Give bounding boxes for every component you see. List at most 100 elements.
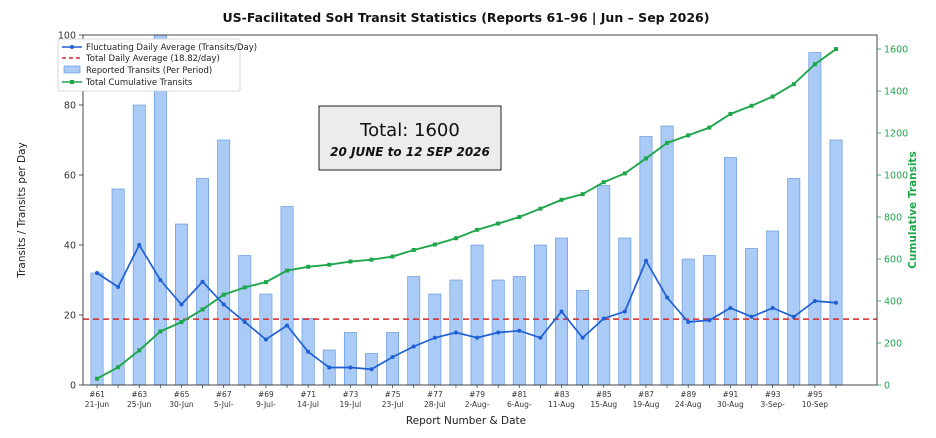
daily-average-point-report-83 xyxy=(559,309,564,314)
y-axis-label: Transits / Transits per Day xyxy=(16,142,28,279)
cumulative-point-report-69 xyxy=(263,280,268,285)
legend-swatch-reported xyxy=(63,65,81,74)
cumulative-point-report-85 xyxy=(601,180,606,185)
bar-report-61 xyxy=(90,272,104,386)
cumulative-point-report-79 xyxy=(475,227,480,232)
cumulative-point-report-63 xyxy=(137,348,142,353)
daily-average-point-report-88 xyxy=(665,295,670,300)
legend-marker-daily-average xyxy=(70,45,74,49)
daily-average-point-report-67 xyxy=(221,302,226,307)
cumulative-point-report-61 xyxy=(95,376,99,381)
y2-tick-label-1400: 1400 xyxy=(884,87,908,98)
legend-label-daily-average: Fluctuating Daily Average (Transits/Day) xyxy=(86,43,257,53)
x-tick-date-report-81: 6-Aug- xyxy=(507,400,532,409)
daily-average-point-report-95 xyxy=(812,299,817,303)
bar-report-95 xyxy=(808,52,822,386)
cumulative-point-report-96 xyxy=(834,47,838,52)
y2-tick-label-400: 400 xyxy=(884,297,902,308)
plot-frame xyxy=(82,34,878,386)
daily-average-point-report-77 xyxy=(432,335,437,340)
legend-label-cumulative: Total Cumulative Transits xyxy=(85,78,193,88)
daily-average-point-report-91 xyxy=(728,306,733,310)
y-tick-label-60: 60 xyxy=(64,171,76,182)
cumulative-point-report-91 xyxy=(728,111,733,116)
x-tick-number-report-85: #85 xyxy=(596,390,612,399)
x-tick-number-report-91: #91 xyxy=(723,390,739,399)
x-tick-number-report-67: #67 xyxy=(216,390,232,399)
daily-average-point-report-87 xyxy=(643,258,648,263)
x-tick-date-report-65: 30-Jun xyxy=(169,400,194,409)
bar-report-82 xyxy=(533,244,547,386)
left-axis-ticks: 0 20 40 60 80 100 xyxy=(58,31,83,392)
bar-report-85 xyxy=(597,185,611,386)
total-annotation-box xyxy=(318,105,502,171)
x-tick-date-report-63: 25-Jun xyxy=(127,400,152,409)
y2-tick-label-0: 0 xyxy=(884,381,890,392)
cumulative-point-report-62 xyxy=(116,365,121,370)
x-tick-number-report-75: #75 xyxy=(385,390,401,399)
legend-label-reported: Reported Transits (Per Period) xyxy=(86,66,212,76)
daily-average-point-report-82 xyxy=(538,335,543,340)
x-tick-date-report-89: 24-Aug xyxy=(675,400,702,409)
total-annotation-title: Total: 1600 xyxy=(359,120,460,141)
cumulative-point-report-92 xyxy=(749,103,754,108)
daily-average-point-report-86 xyxy=(622,309,627,314)
x-tick-number-report-71: #71 xyxy=(300,390,316,399)
daily-average-point-report-76 xyxy=(411,344,416,349)
x-tick-number-report-89: #89 xyxy=(680,390,696,399)
x-tick-date-report-95: 10-Sep xyxy=(802,400,829,409)
x-tick-date-report-71: 14-Jul xyxy=(297,400,319,409)
bar-report-91 xyxy=(724,157,737,386)
cumulative-point-report-83 xyxy=(559,197,564,202)
bar-report-73 xyxy=(343,332,357,386)
cumulative-point-report-74 xyxy=(369,257,374,262)
cumulative-point-report-68 xyxy=(242,285,247,290)
cumulative-point-report-72 xyxy=(327,262,332,267)
daily-average-point-report-81 xyxy=(517,328,522,333)
daily-average-point-report-66 xyxy=(200,279,205,284)
legend-box xyxy=(57,38,241,92)
daily-average-point-report-61 xyxy=(95,271,99,275)
x-tick-number-report-95: #95 xyxy=(807,390,823,399)
daily-average-point-report-96 xyxy=(834,300,838,305)
bar-report-79 xyxy=(470,244,484,386)
bar-report-88 xyxy=(660,125,674,386)
cumulative-point-report-90 xyxy=(707,125,712,130)
y2-tick-label-600: 600 xyxy=(884,255,902,266)
cumulative-line-layer xyxy=(95,47,838,381)
daily-average-point-report-84 xyxy=(580,335,585,340)
daily-average-point-report-71 xyxy=(306,349,311,354)
x-tick-number-report-81: #81 xyxy=(511,390,527,399)
x-tick-date-report-69: 9-Jul- xyxy=(256,400,276,409)
y-tick-label-80: 80 xyxy=(64,101,76,112)
y-tick-label-40: 40 xyxy=(64,241,76,252)
daily-average-point-report-63 xyxy=(137,243,142,247)
x-tick-date-report-73: 19-Jul xyxy=(340,400,362,409)
bar-report-76 xyxy=(407,276,421,386)
daily-average-point-report-94 xyxy=(791,314,796,319)
bar-report-67 xyxy=(217,139,231,386)
y-tick-label-20: 20 xyxy=(64,311,76,322)
x-tick-number-report-87: #87 xyxy=(638,390,654,399)
daily-average-point-report-62 xyxy=(116,285,121,289)
cumulative-point-report-75 xyxy=(390,254,395,259)
cumulative-point-report-82 xyxy=(538,206,543,211)
x-axis-label: Report Number & Date xyxy=(406,415,526,427)
daily-average-point-report-85 xyxy=(601,316,606,321)
bar-report-70 xyxy=(280,206,294,386)
x-tick-date-report-87: 19-Aug xyxy=(633,400,660,409)
cumulative-point-report-71 xyxy=(306,264,311,269)
y-tick-label-0: 0 xyxy=(70,381,76,392)
cumulative-point-report-95 xyxy=(812,62,817,67)
daily-average-point-report-78 xyxy=(453,330,458,335)
daily-average-point-report-68 xyxy=(242,320,247,324)
daily-average-point-report-64 xyxy=(158,278,163,282)
daily-average-point-report-69 xyxy=(263,337,268,342)
cumulative-point-report-89 xyxy=(686,133,691,138)
x-tick-date-report-75: 23-Jul xyxy=(382,400,404,409)
chart-title: US-Facilitated SoH Transit Statistics (R… xyxy=(223,10,710,25)
y2-axis-label: Cumulative Transits xyxy=(907,151,919,268)
